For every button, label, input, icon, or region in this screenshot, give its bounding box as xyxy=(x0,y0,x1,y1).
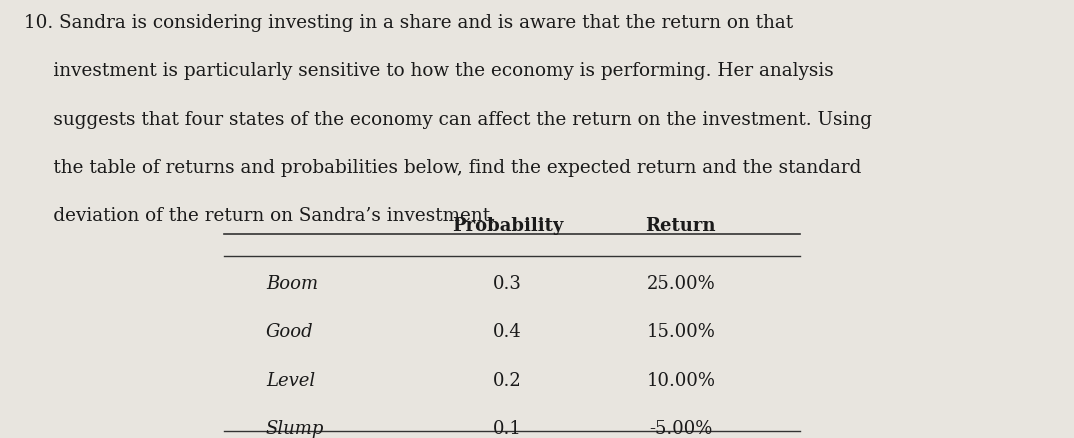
Text: 10. Sandra is considering investing in a share and is aware that the return on t: 10. Sandra is considering investing in a… xyxy=(25,14,794,32)
Text: Probability: Probability xyxy=(452,217,563,235)
Text: 15.00%: 15.00% xyxy=(647,323,715,341)
Text: 0.4: 0.4 xyxy=(493,323,522,341)
Text: suggests that four states of the economy can affect the return on the investment: suggests that four states of the economy… xyxy=(25,111,872,129)
Text: -5.00%: -5.00% xyxy=(649,420,712,438)
Text: 10.00%: 10.00% xyxy=(647,371,715,390)
Text: Return: Return xyxy=(645,217,716,235)
Text: 0.1: 0.1 xyxy=(493,420,522,438)
Text: investment is particularly sensitive to how the economy is performing. Her analy: investment is particularly sensitive to … xyxy=(25,62,833,81)
Text: 0.3: 0.3 xyxy=(493,275,522,293)
Text: the table of returns and probabilities below, find the expected return and the s: the table of returns and probabilities b… xyxy=(25,159,861,177)
Text: deviation of the return on Sandra’s investment.: deviation of the return on Sandra’s inve… xyxy=(25,208,496,226)
Text: Slump: Slump xyxy=(266,420,324,438)
Text: Level: Level xyxy=(266,371,315,390)
Text: Good: Good xyxy=(266,323,314,341)
Text: 0.2: 0.2 xyxy=(493,371,522,390)
Text: Boom: Boom xyxy=(266,275,318,293)
Text: 25.00%: 25.00% xyxy=(647,275,715,293)
